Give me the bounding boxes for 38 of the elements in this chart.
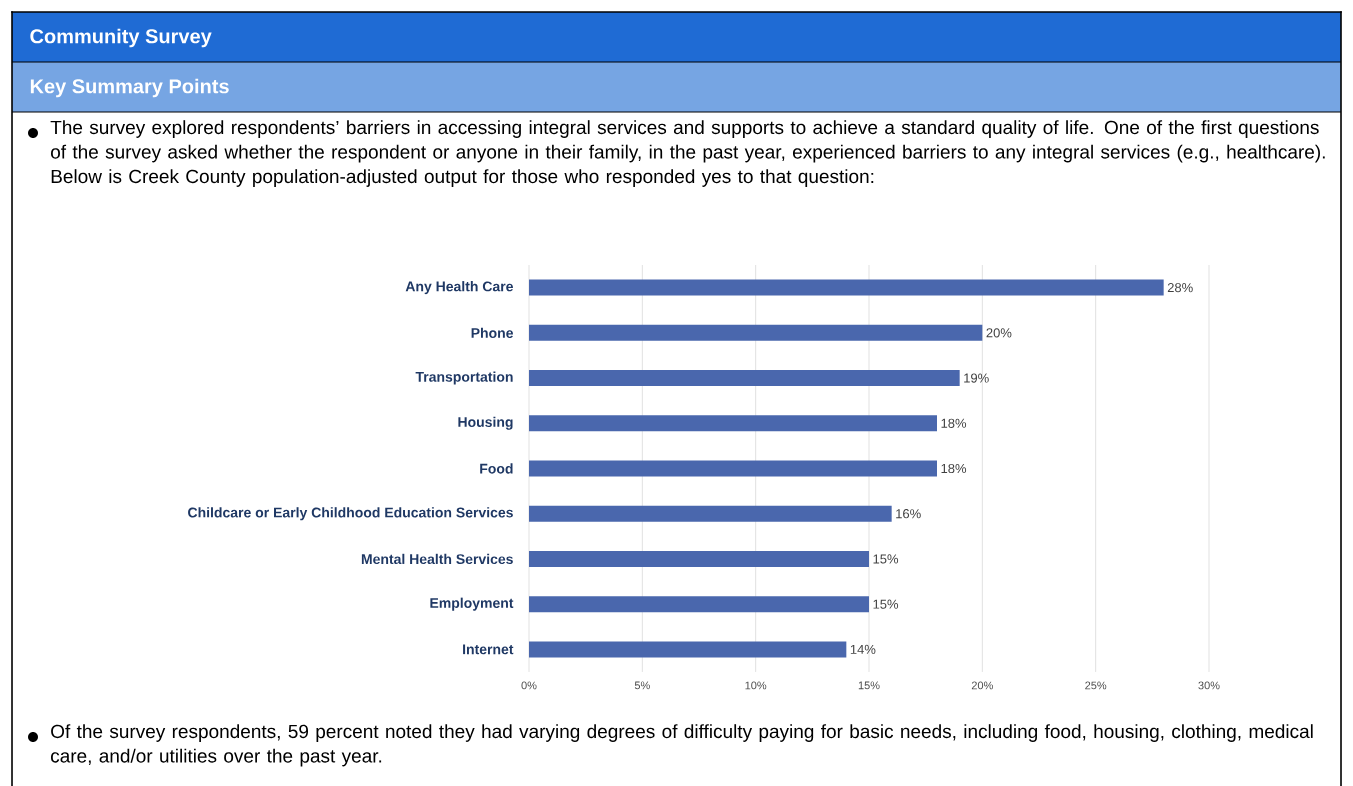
y-tick-label: Transportation: [415, 371, 513, 385]
y-tick-label: Housing: [458, 416, 513, 430]
y-tick-label: Food: [480, 463, 513, 474]
text: Of the survey respondents, 59 percent noted they had varying degrees of difficulty paying for basic needs, including food, housing, clothing, medical care, and/or utilities over the past year.: [51, 724, 1313, 767]
y-tick-label: Employment: [430, 597, 514, 611]
bar: [529, 550, 869, 567]
x-tick-label: 20%: [971, 681, 993, 690]
bar: [529, 370, 960, 387]
text: Key Summary Points: [30, 78, 229, 98]
bar: [529, 279, 1164, 296]
bar: [529, 505, 892, 522]
bar: [529, 415, 937, 432]
bar: [529, 596, 869, 613]
x-tick-label: 0%: [521, 681, 537, 690]
bar: [529, 641, 847, 658]
text: Community Survey: [30, 28, 212, 48]
data-label: 20%: [986, 328, 1012, 338]
y-tick-label: Mental Health Services: [361, 553, 513, 565]
x-tick-label: 15%: [858, 681, 880, 690]
x-tick-label: 25%: [1085, 681, 1107, 690]
y-tick-label: Phone: [471, 327, 513, 338]
data-label: 14%: [850, 644, 876, 654]
data-label: 28%: [1167, 283, 1193, 293]
data-label: 18%: [941, 463, 967, 474]
bar: [529, 324, 983, 341]
x-tick-label: 30%: [1198, 681, 1220, 690]
data-label: 15%: [873, 554, 899, 564]
y-tick-label: Childcare or Early Childhood Education Services: [188, 507, 513, 521]
x-tick-label: 10%: [745, 681, 767, 690]
data-label: 16%: [896, 509, 921, 519]
bar: [529, 460, 937, 477]
y-tick-label: Any Health Care: [405, 281, 513, 295]
x-tick-label: 5%: [634, 681, 650, 690]
y-tick-label: Internet: [463, 644, 514, 655]
data-label: 15%: [873, 599, 899, 609]
text: The survey explored respondents’ barriers in accessing integral services and supports to achieve a standard quality of life. One of the first questions of the survey asked whether the respondent or anyone in their family, in the past year, experienced barriers to any integral services (e.g., healthcare). Below is Creek County population-adjusted output for those who responded yes to that question:: [50, 120, 1325, 187]
data-label: 18%: [941, 418, 967, 428]
data-label: 19%: [964, 373, 989, 383]
